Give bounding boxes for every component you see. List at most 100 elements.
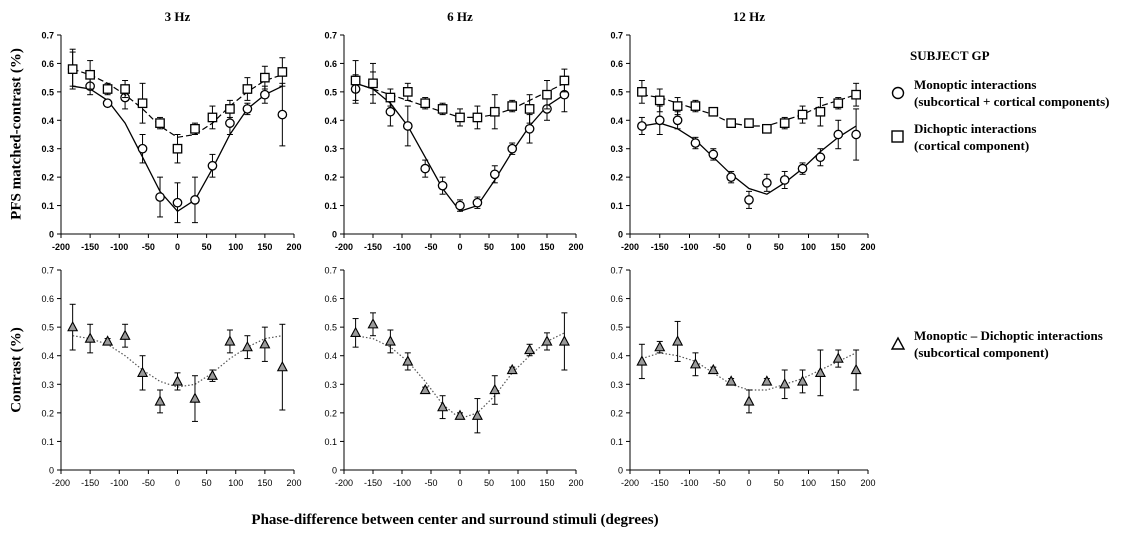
legend-difference-line1: Monoptic – Dichoptic interactions: [914, 328, 1103, 343]
x-tick-label: 150: [257, 242, 272, 252]
data-point-triangle: [689, 358, 701, 369]
data-point-triangle: [707, 363, 719, 375]
data-point-circle: [744, 195, 754, 205]
x-tick-label: 200: [860, 242, 875, 252]
data-point-triangle: [524, 343, 536, 355]
y-axis-label-bottom: Contrast (%): [8, 327, 25, 413]
data-point-square: [762, 123, 772, 134]
legend-text-dichoptic: Dichoptic interactions (cortical compone…: [914, 120, 1036, 154]
x-tick-label: 50: [202, 242, 212, 252]
data-point-triangle: [761, 375, 773, 386]
data-point-square: [690, 101, 701, 111]
data-point-circle: [851, 129, 861, 140]
data-point-circle: [385, 106, 396, 117]
data-point-square: [172, 143, 183, 154]
y-tick-label: 0.2: [610, 408, 623, 418]
square-icon: [891, 130, 904, 143]
chart-panel-6: 0 0.1 0.2 0.3 0.4 0.5 0.6 0.7 -200 -150 -100 -50 0 50…: [610, 266, 875, 489]
data-point-square: [797, 109, 808, 120]
x-tick-label: -100: [110, 242, 128, 252]
data-point-square: [85, 69, 95, 80]
x-tick-label: -50: [424, 478, 437, 488]
data-point-square: [815, 106, 826, 117]
series-triangle: [350, 312, 570, 434]
x-tick-label: -200: [335, 242, 353, 252]
y-tick-label: 0.1: [324, 201, 337, 211]
data-point-triangle: [636, 355, 648, 366]
data-point-square: [637, 87, 647, 97]
data-point-triangle: [67, 320, 79, 332]
data-point-circle: [489, 169, 500, 180]
data-point-triangle: [241, 340, 253, 352]
x-tick-label: 150: [831, 242, 846, 252]
x-tick-label: 0: [175, 478, 180, 488]
series-circle: [67, 51, 288, 224]
y-tick-label: 0.5: [610, 87, 623, 97]
y-tick-label: 0.7: [610, 31, 623, 41]
y-tick-label: 0.1: [610, 437, 623, 447]
legend-difference-line2: (subcortical component): [914, 345, 1049, 360]
panel-title: 12 Hz: [733, 9, 765, 24]
data-point-square: [402, 87, 413, 97]
data-point-circle: [672, 115, 683, 126]
data-point-square: [437, 104, 448, 114]
series-square: [350, 60, 570, 130]
y-tick-label: 0: [332, 230, 337, 240]
data-point-circle: [524, 123, 535, 134]
data-point-square: [507, 101, 518, 111]
data-point-square: [726, 118, 737, 128]
y-tick-label: 0.4: [610, 351, 623, 361]
legend-dichoptic-line1: Dichoptic interactions: [914, 121, 1037, 136]
data-point-square: [190, 123, 200, 134]
x-axis-label: Phase-difference between center and surr…: [251, 512, 659, 528]
x-tick-label: 100: [801, 242, 816, 252]
triangle-icon: [890, 336, 906, 350]
data-point-circle: [833, 129, 844, 140]
legend-item-dichoptic: Dichoptic interactions (cortical compone…: [888, 120, 1036, 154]
x-tick-label: 0: [746, 242, 751, 252]
legend-title: SUBJECT GP: [910, 48, 990, 63]
data-point-circle: [420, 163, 431, 174]
x-tick-label: -50: [142, 242, 155, 252]
data-point-triangle: [672, 335, 684, 346]
x-tick-label: 200: [286, 242, 301, 252]
data-point-circle: [761, 177, 772, 188]
data-point-square: [137, 98, 148, 109]
data-point-square: [744, 118, 754, 128]
y-tick-label: 0.1: [41, 201, 54, 211]
x-tick-label: 100: [801, 478, 816, 488]
legend-monoptic-line2: (subcortical + cortical components): [914, 94, 1110, 109]
y-tick-label: 0.3: [324, 144, 337, 154]
data-point-square: [277, 67, 288, 77]
data-point-square: [102, 84, 113, 94]
y-tick-label: 0.3: [41, 144, 54, 154]
fit-curve: [355, 332, 565, 420]
x-tick-label: -150: [364, 242, 382, 252]
x-tick-label: 50: [774, 478, 784, 488]
data-point-circle: [779, 175, 790, 185]
series-circle: [637, 105, 861, 209]
x-tick-label: 200: [860, 478, 875, 488]
data-point-triangle: [832, 352, 844, 363]
data-point-triangle: [350, 326, 362, 338]
data-point-circle: [242, 104, 253, 114]
y-tick-label: 0.4: [324, 351, 337, 361]
y-tick-label: 0.4: [41, 351, 54, 361]
x-tick-label: -50: [424, 242, 437, 252]
data-point-square: [350, 75, 361, 86]
x-tick-label: 150: [257, 478, 272, 488]
x-tick-label: 150: [539, 478, 554, 488]
data-point-square: [225, 104, 235, 114]
data-point-triangle: [558, 335, 570, 346]
panel-title: 6 Hz: [447, 9, 473, 24]
y-tick-label: 0.7: [324, 266, 337, 276]
data-point-circle: [102, 98, 113, 109]
chart-panel-1: 0 0.1 0.2 0.3 0.4 0.5 0.6 0.7 -200 -150 -100 -50 0 50…: [41, 9, 301, 252]
y-tick-label: 0.7: [324, 31, 337, 41]
data-point-triangle: [189, 392, 201, 403]
data-point-triangle: [779, 378, 791, 389]
y-tick-label: 0.7: [41, 31, 54, 41]
data-point-triangle: [402, 355, 414, 366]
x-tick-label: -100: [680, 242, 698, 252]
data-point-square: [420, 98, 431, 109]
